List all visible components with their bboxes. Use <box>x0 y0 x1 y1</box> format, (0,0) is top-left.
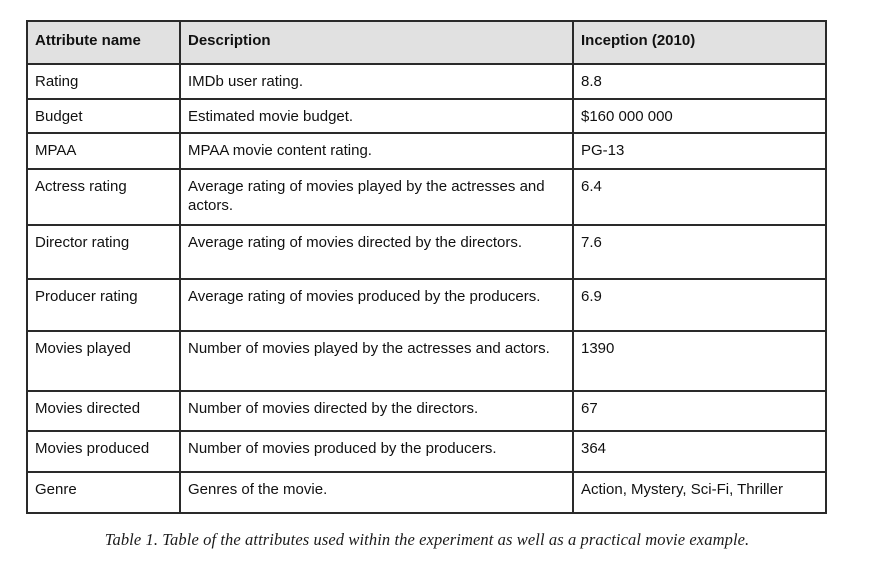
movie-value-cell: 7.6 <box>572 224 827 280</box>
movie-value-cell: Action, Mystery, Sci-Fi, Thriller <box>572 471 827 514</box>
movie-value-cell: 1390 <box>572 330 827 392</box>
description-cell: Average rating of movies directed by the… <box>179 224 574 280</box>
attribute-name-cell: Rating <box>26 63 181 100</box>
table-row: MPAA MPAA movie content rating. PG-13 <box>26 132 827 170</box>
movie-value-cell: 8.8 <box>572 63 827 100</box>
table-row: Actress rating Average rating of movies p… <box>26 168 827 226</box>
attributes-table: Attribute name Description Inception (20… <box>26 20 827 514</box>
attribute-name-cell: Director rating <box>26 224 181 280</box>
attribute-name-cell: Actress rating <box>26 168 181 226</box>
attribute-name-cell: Producer rating <box>26 278 181 332</box>
attribute-name-cell: Movies directed <box>26 390 181 432</box>
attribute-name-cell: Budget <box>26 98 181 134</box>
attribute-name-cell: Movies played <box>26 330 181 392</box>
description-cell: Number of movies played by the actresses… <box>179 330 574 392</box>
movie-value-cell: PG-13 <box>572 132 827 170</box>
description-cell: IMDb user rating. <box>179 63 574 100</box>
table-row: Director rating Average rating of movies … <box>26 224 827 280</box>
table-header-row: Attribute name Description Inception (20… <box>26 20 827 65</box>
description-cell: Genres of the movie. <box>179 471 574 514</box>
table-row: Movies directed Number of movies directed… <box>26 390 827 432</box>
header-description: Description <box>179 20 574 65</box>
header-attribute-name: Attribute name <box>26 20 181 65</box>
movie-value-cell: 67 <box>572 390 827 432</box>
movie-value-cell: 6.4 <box>572 168 827 226</box>
table-row: Rating IMDb user rating. 8.8 <box>26 63 827 100</box>
description-cell: Estimated movie budget. <box>179 98 574 134</box>
attribute-name-cell: MPAA <box>26 132 181 170</box>
table-row: Genre Genres of the movie. Action, Mystery… <box>26 471 827 514</box>
table-row: Movies played Number of movies played by … <box>26 330 827 392</box>
table-row: Budget Estimated movie budget. $160 000 00… <box>26 98 827 134</box>
table-caption: Table 1. Table of the attributes used wi… <box>104 530 750 549</box>
description-cell: Number of movies produced by the produce… <box>179 430 574 473</box>
table-row: Movies produced Number of movies produced… <box>26 430 827 473</box>
attribute-name-cell: Genre <box>26 471 181 514</box>
description-cell: Average rating of movies produced by the… <box>179 278 574 332</box>
description-cell: MPAA movie content rating. <box>179 132 574 170</box>
header-movie-example: Inception (2010) <box>572 20 827 65</box>
movie-value-cell: 6.9 <box>572 278 827 332</box>
attribute-name-cell: Movies produced <box>26 430 181 473</box>
movie-value-cell: 364 <box>572 430 827 473</box>
table-row: Producer rating Average rating of movies … <box>26 278 827 332</box>
description-cell: Average rating of movies played by the a… <box>179 168 574 226</box>
description-cell: Number of movies directed by the directo… <box>179 390 574 432</box>
movie-value-cell: $160 000 000 <box>572 98 827 134</box>
